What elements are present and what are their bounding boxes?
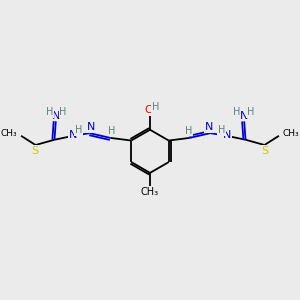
Text: H: H [233,107,241,117]
Text: N: N [205,122,213,132]
Text: CH₃: CH₃ [141,187,159,197]
Text: N: N [52,110,61,121]
Text: H: H [46,107,53,117]
Text: CH₃: CH₃ [1,129,17,138]
Text: H: H [218,125,225,135]
Text: H: H [59,107,67,117]
Text: H: H [247,107,254,117]
Text: N: N [69,130,77,140]
Text: S: S [261,146,268,156]
Text: N: N [87,122,95,132]
Text: H: H [108,125,115,136]
Text: N: N [223,130,231,140]
Text: H: H [152,102,160,112]
Text: CH₃: CH₃ [283,129,299,138]
Text: H: H [185,125,192,136]
Text: N: N [239,110,248,121]
Text: O: O [144,105,153,115]
Text: H: H [75,125,82,135]
Text: S: S [32,146,39,156]
